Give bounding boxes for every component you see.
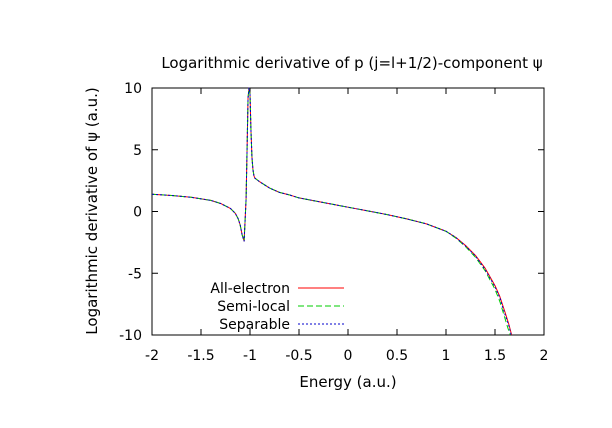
plot-frame bbox=[151, 87, 545, 336]
x-tick-label: -0.5 bbox=[285, 348, 312, 364]
chart-title: Logarithmic derivative of p (j=l+1/2)-co… bbox=[161, 54, 542, 72]
x-tick-label: -2 bbox=[145, 348, 159, 364]
x-tick-label: 0 bbox=[344, 348, 353, 364]
legend-label-semi-local: Semi-local bbox=[217, 299, 290, 315]
x-tick-label: 0.5 bbox=[386, 348, 408, 364]
y-axis-title: Logarithmic derivative of ψ (a.u.) bbox=[83, 87, 101, 334]
x-axis-title: Energy (a.u.) bbox=[299, 373, 396, 391]
plot-frame-group bbox=[151, 87, 545, 336]
legend-label-all-electron: All-electron bbox=[210, 281, 290, 297]
series-lines bbox=[151, 87, 513, 336]
x-axis-tick-labels: -2 -1.5 -1 -0.5 0 0.5 1 1.5 2 bbox=[145, 348, 548, 364]
legend-label-separable: Separable bbox=[219, 317, 290, 333]
y-axis-tick-labels: -10 -5 0 5 10 bbox=[119, 81, 142, 344]
x-tick-label: 1 bbox=[442, 348, 451, 364]
series-line-separable bbox=[151, 87, 512, 336]
y-tick-label: 10 bbox=[124, 81, 142, 97]
x-tick-label: 1.5 bbox=[484, 348, 506, 364]
x-axis-ticks bbox=[151, 88, 545, 335]
y-tick-label: -10 bbox=[119, 328, 142, 344]
y-tick-label: 0 bbox=[133, 205, 142, 221]
legend: All-electron Semi-local Separable bbox=[210, 281, 344, 333]
y-tick-label: 5 bbox=[133, 143, 142, 159]
series-line-all-electron bbox=[151, 87, 513, 336]
x-tick-label: 2 bbox=[540, 348, 549, 364]
x-tick-label: -1 bbox=[243, 348, 257, 364]
x-tick-label: -1.5 bbox=[187, 348, 214, 364]
series-line-semi-local bbox=[151, 87, 511, 336]
y-tick-label: -5 bbox=[128, 266, 142, 282]
y-axis-ticks bbox=[152, 87, 544, 336]
